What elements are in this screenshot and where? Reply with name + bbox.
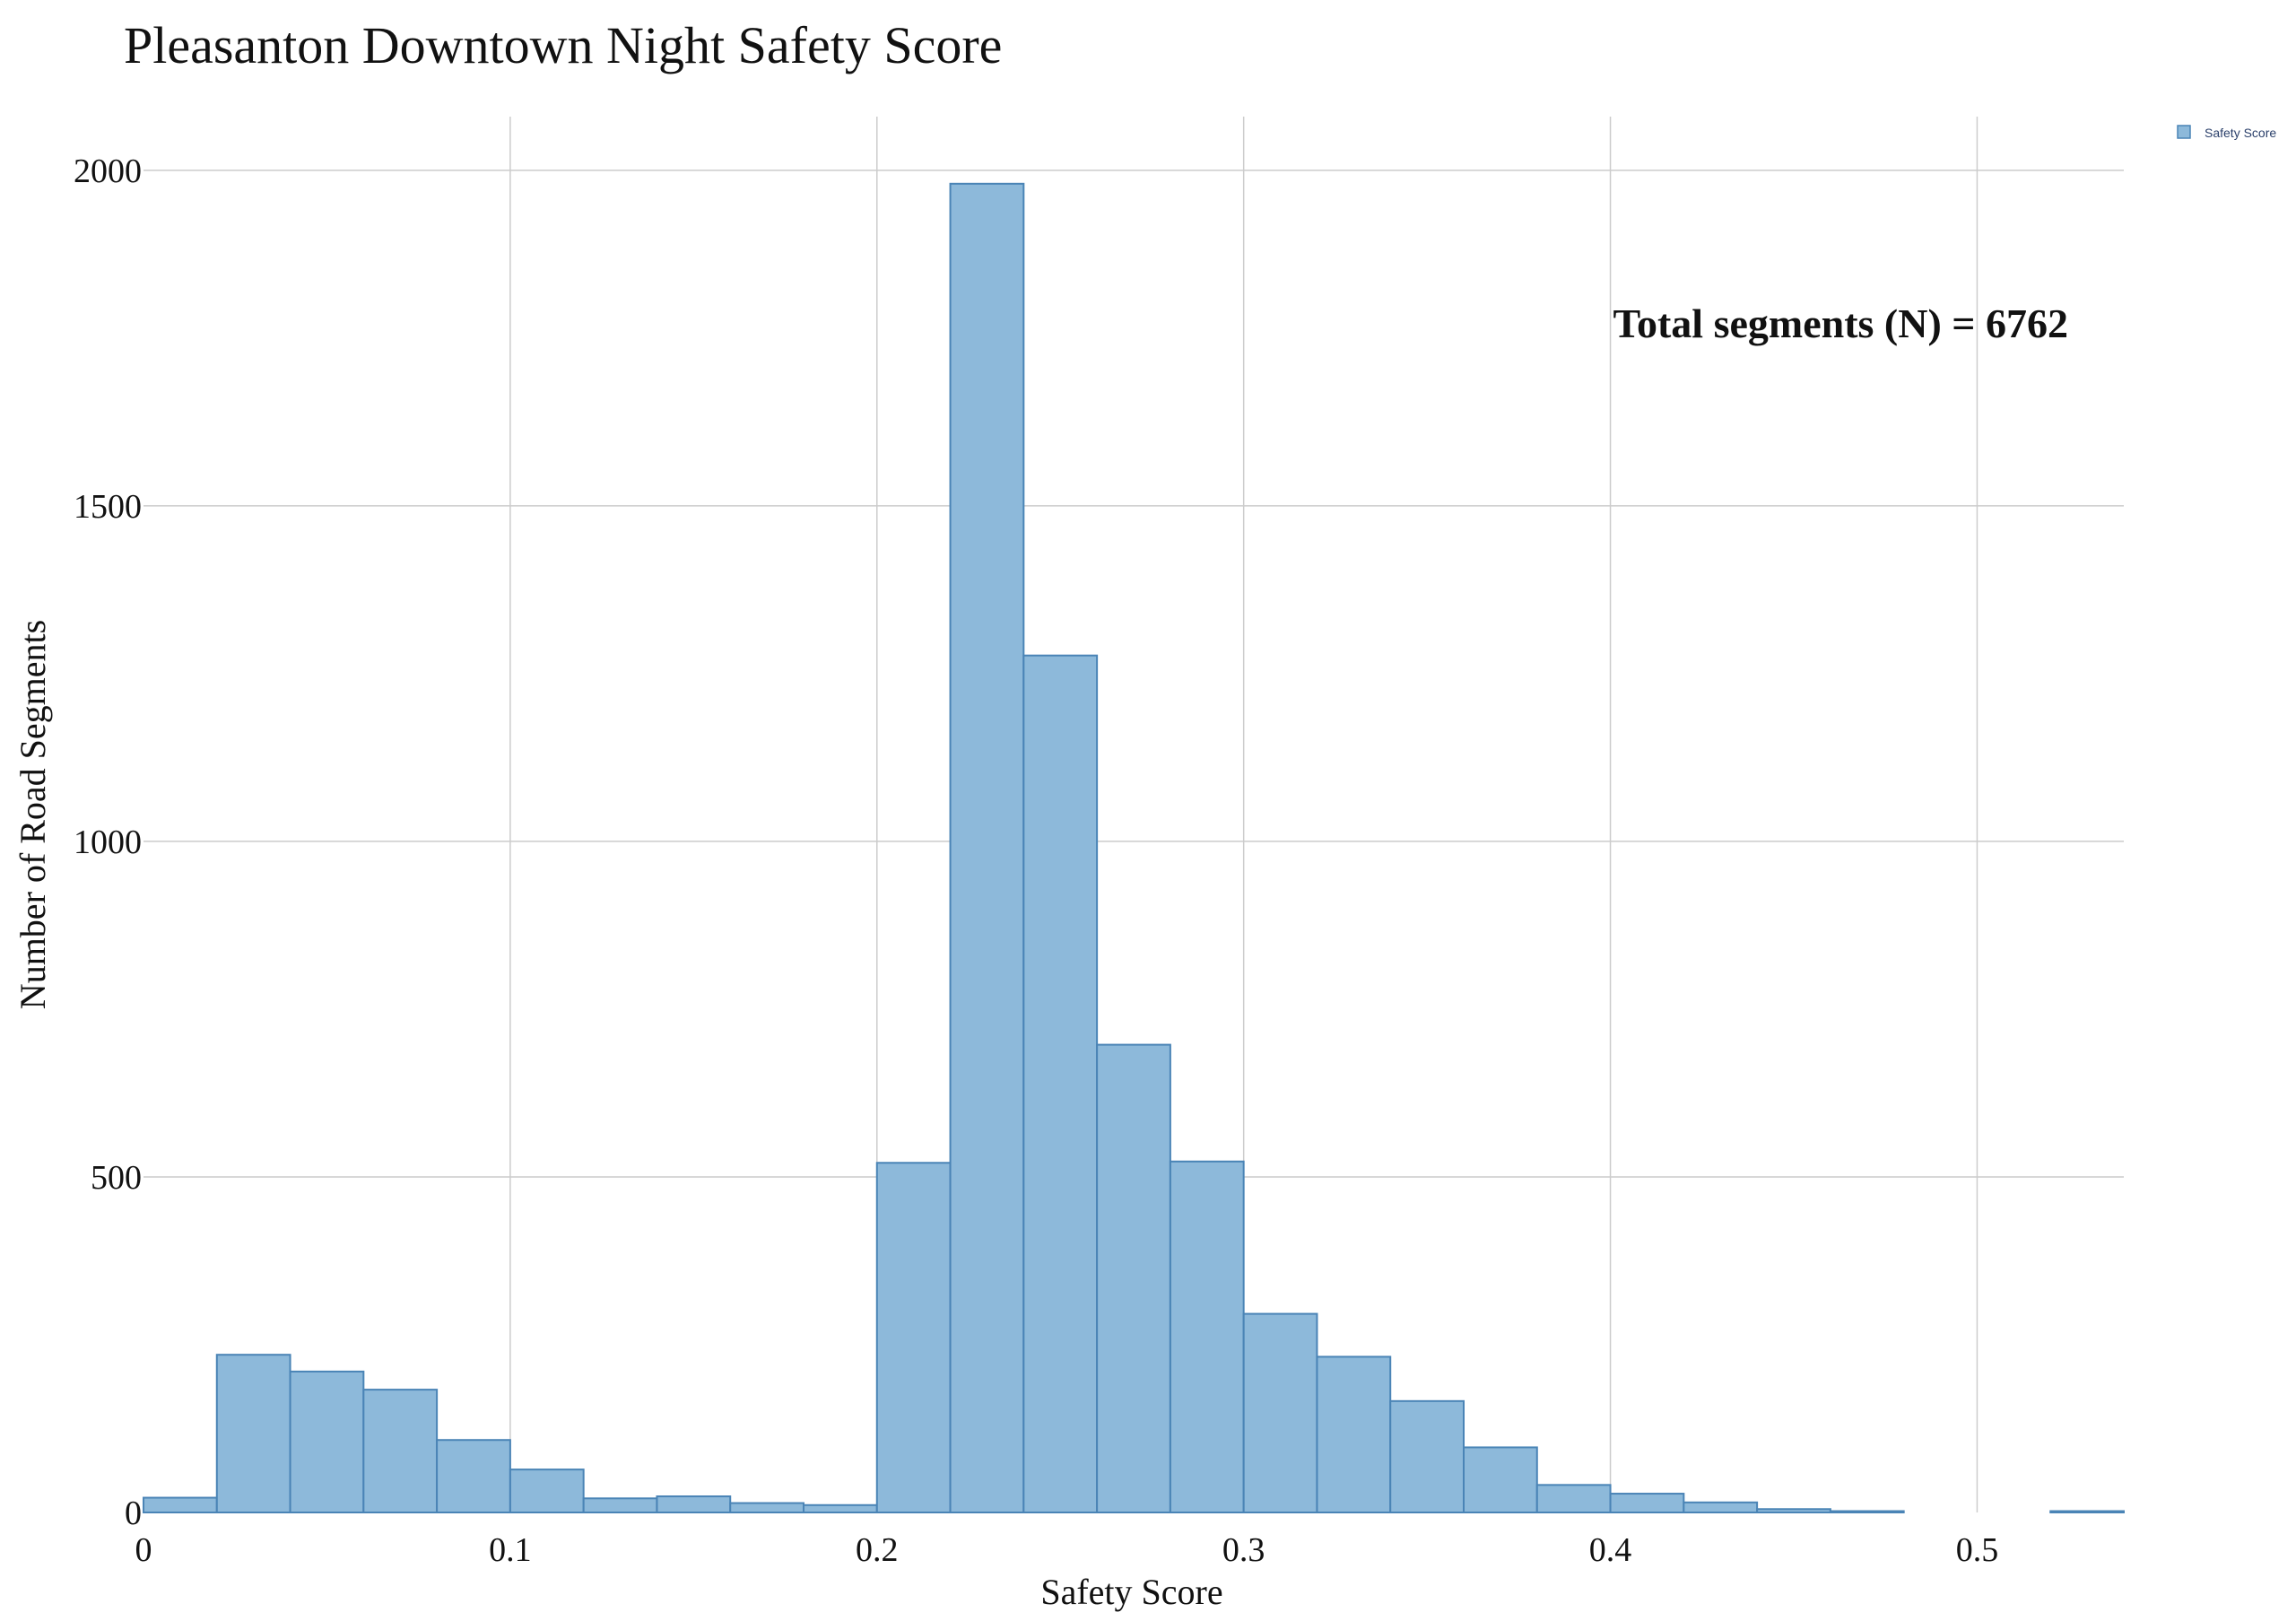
x-tick-label: 0.3 [1222,1531,1265,1569]
total-segments-annotation: Total segments (N) = 6762 [1613,301,2068,346]
y-axis-title: Number of Road Segments [13,620,53,1009]
histogram-bar [1756,1508,1831,1514]
x-tick-label: 0.4 [1589,1531,1632,1569]
y-tick-label: 2000 [74,153,142,190]
histogram-bar [215,1354,291,1513]
histogram-bar [1609,1493,1685,1513]
y-tick-label: 1500 [74,488,142,526]
x-tick-label: 0.1 [489,1531,532,1569]
histogram-bar [362,1389,439,1513]
x-tick-label: 0 [135,1531,152,1569]
histogram-bar [1242,1312,1318,1513]
legend[interactable]: Safety Score [2177,125,2276,140]
chart-title: Pleasanton Downtown Night Safety Score [124,16,1002,74]
histogram-bar [1535,1484,1612,1514]
histogram-bar [1683,1501,1759,1513]
histogram-bar [143,1496,218,1514]
histogram-bar [656,1495,732,1513]
histogram-bar [1463,1446,1538,1513]
y-tick-label: 500 [91,1159,142,1197]
y-tick-label: 0 [125,1495,142,1532]
histogram-bar [803,1503,878,1513]
histogram-bar [1022,654,1099,1513]
tick-layer: 0 0.1 0.2 0.3 0.4 0.5 0 500 1000 1500 2000 [74,153,1998,1569]
histogram-bar [1096,1043,1171,1513]
legend-label: Safety Score [2205,126,2276,140]
bars-layer [143,182,2125,1514]
histogram-bar [1169,1160,1245,1513]
x-axis-title: Safety Score [1040,1572,1222,1612]
histogram-bar [289,1370,365,1513]
histogram-bar [436,1439,511,1513]
histogram-bar [729,1502,805,1514]
x-tick-label: 0.5 [1956,1531,1999,1569]
histogram-bar [509,1468,585,1513]
legend-swatch [2177,125,2191,139]
x-tick-label: 0.2 [856,1531,899,1569]
histogram-bar [582,1497,658,1514]
histogram-bar [1316,1355,1392,1514]
y-tick-label: 1000 [74,824,142,861]
histogram-bar [1389,1399,1465,1513]
histogram-bar [949,182,1025,1513]
histogram-bar [875,1162,952,1514]
